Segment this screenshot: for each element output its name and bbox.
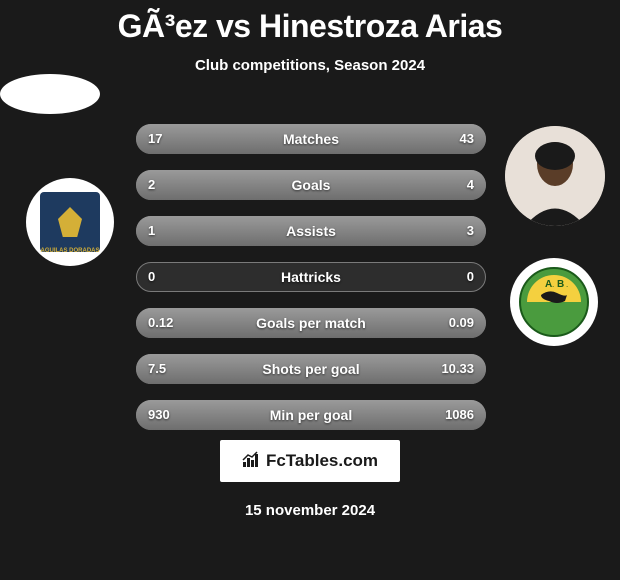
- page-subtitle: Club competitions, Season 2024: [0, 57, 620, 74]
- date-text: 15 november 2024: [0, 502, 620, 519]
- stat-value-right: 10.33: [441, 354, 474, 384]
- svg-text:.: .: [566, 280, 568, 289]
- svg-text:.: .: [552, 280, 554, 289]
- stat-value-right: 0.09: [449, 308, 474, 338]
- player-photo-right: [505, 126, 605, 226]
- stat-row: 930Min per goal1086: [136, 400, 486, 430]
- stat-row: 7.5Shots per goal10.33: [136, 354, 486, 384]
- team-logo-right: A B . .: [510, 258, 598, 346]
- stat-row: 0.12Goals per match0.09: [136, 308, 486, 338]
- stat-label: Goals: [136, 170, 486, 200]
- team-logo-left: AGUILAS DORADAS: [26, 178, 114, 266]
- footer-brand-logo: FcTables.com: [220, 440, 400, 482]
- team-left-text: AGUILAS DORADAS: [40, 248, 100, 254]
- stat-label: Matches: [136, 124, 486, 154]
- player-photo-left: [0, 74, 100, 114]
- stat-value-right: 43: [460, 124, 474, 154]
- chart-icon: [242, 450, 260, 473]
- stat-value-right: 3: [467, 216, 474, 246]
- svg-text:B: B: [557, 279, 564, 290]
- stat-label: Min per goal: [136, 400, 486, 430]
- stat-value-right: 0: [467, 262, 474, 292]
- stat-row: 0Hattricks0: [136, 262, 486, 292]
- stat-row: 17Matches43: [136, 124, 486, 154]
- stat-value-right: 4: [467, 170, 474, 200]
- stat-label: Assists: [136, 216, 486, 246]
- stat-row: 2Goals4: [136, 170, 486, 200]
- stat-label: Shots per goal: [136, 354, 486, 384]
- stat-label: Hattricks: [136, 262, 486, 292]
- footer-brand-text: FcTables.com: [266, 451, 378, 471]
- stat-value-right: 1086: [445, 400, 474, 430]
- stats-container: 17Matches43 2Goals4 1Assists3 0Hattricks0 0.…: [136, 124, 486, 446]
- page-title: GÃ³ez vs Hinestroza Arias: [0, 0, 620, 45]
- stat-label: Goals per match: [136, 308, 486, 338]
- stat-row: 1Assists3: [136, 216, 486, 246]
